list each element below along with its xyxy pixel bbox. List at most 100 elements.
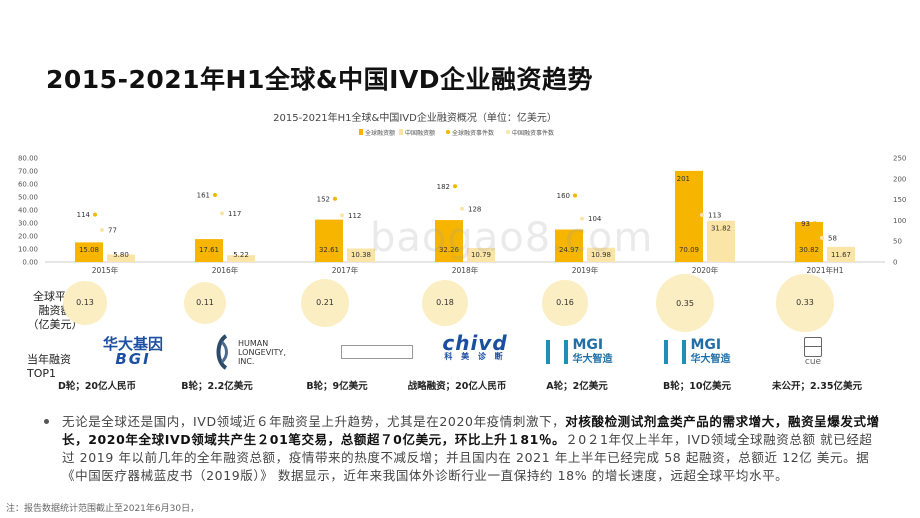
bullet-dot (44, 419, 49, 424)
legend-label: 全球融资额 (365, 129, 395, 137)
bar-global-amount (195, 239, 223, 262)
avg-circle: 0.21 (300, 278, 350, 328)
mgi-icon (545, 340, 568, 364)
bar-global-amount (75, 242, 103, 262)
company-logo-blank (332, 336, 422, 368)
point-label-global: 114 (77, 211, 91, 219)
legend-label: 全球融资事件数 (452, 129, 494, 137)
bar-label-global: 15.08 (79, 246, 99, 254)
top1-row-label: 当年融资 TOP1 (27, 353, 87, 381)
y-axis-left-tick: 60.00 (18, 181, 38, 189)
legend-swatch (506, 130, 510, 134)
legend-swatch (359, 129, 363, 135)
point-label-china: 77 (108, 226, 117, 234)
bar-label-global: 24.97 (559, 246, 579, 254)
chart-title: 2015-2021年H1全球&中国IVD企业融资概况（单位：亿美元） (273, 111, 557, 124)
point-global-events (693, 176, 697, 181)
x-axis-tick: 2018年 (452, 265, 479, 275)
point-china-events (220, 211, 224, 216)
x-axis-tick: 2017年 (332, 265, 359, 275)
point-china-events (820, 235, 824, 240)
y-axis-left-tick: 70.00 (18, 168, 38, 176)
point-china-events (340, 213, 344, 218)
bar-china-amount (347, 248, 375, 262)
bar-label-global: 32.26 (439, 246, 460, 254)
bar-label-global: 32.61 (319, 246, 339, 254)
avg-row-label-line: 融资额 (38, 304, 72, 317)
human-longevity-icon (216, 334, 228, 370)
company-logo-chivd: chivd 科 美 诊 断 (442, 331, 508, 361)
bar-label-china: 10.98 (591, 251, 611, 259)
summary-part3: ２0２1年仅上半年，IVD领域全球融资总额 就已经超过 2019 年以前几年的全… (62, 432, 873, 483)
bar-china-amount (827, 246, 855, 262)
point-china-events (580, 216, 584, 221)
bar-label-china: 5.22 (233, 251, 249, 259)
point-global-events (573, 193, 577, 198)
top1-deal: 未公开；2.35亿美元 (772, 381, 862, 392)
summary-paragraph: 无论是全球还是国内，IVD领域近６年融资呈上升趋势，尤其是在2020年疫情刺激下… (62, 413, 882, 485)
x-axis-tick: 2020年 (692, 265, 719, 275)
point-label-global: 152 (317, 195, 330, 203)
avg-circle: 0.33 (776, 274, 834, 332)
avg-circle: 0.18 (421, 279, 469, 327)
company-logo-mgi: MGI 华大智造 (652, 336, 742, 368)
point-global-events (813, 221, 817, 226)
bar-china-amount (587, 247, 615, 262)
financing-chart: 2015-2021年H1全球&中国IVD企业融资概况（单位：亿美元） 全球融资额 中… (18, 111, 906, 275)
avg-circle: 0.13 (63, 281, 107, 325)
top1-row-label-line: 当年融资 (27, 353, 71, 366)
y-axis-left-tick: 30.00 (18, 220, 38, 228)
point-label-china: 117 (228, 210, 241, 218)
avg-circle: 0.35 (655, 273, 715, 333)
x-axis-tick: 2019年 (572, 265, 599, 275)
summary-part1: 无论是全球还是国内，IVD领域近６年融资呈上升趋势，尤其是在2020年疫情刺激下… (62, 414, 566, 429)
bar-global-amount (435, 220, 463, 262)
y-axis-left-tick: 50.00 (18, 194, 38, 202)
point-label-china: 112 (348, 212, 361, 220)
bar-global-amount (555, 229, 583, 262)
watermark: baogao8.com (370, 215, 654, 261)
bar-label-china: 5.80 (113, 251, 129, 259)
bar-china-amount (107, 254, 135, 262)
x-axis-tick: 2015年 (92, 265, 119, 275)
x-axis-tick: 2016年 (212, 265, 239, 275)
point-china-events (700, 212, 704, 217)
bar-label-global: 17.61 (199, 246, 219, 254)
y-axis-left-tick: 40.00 (18, 207, 38, 215)
top1-deal: 战略融资；20亿人民币 (407, 381, 507, 392)
bar-china-amount (227, 255, 255, 262)
point-global-events (333, 196, 337, 201)
top1-row-label-line: TOP1 (27, 367, 57, 380)
bar-label-global: 70.09 (679, 246, 699, 254)
legend-swatch (399, 129, 403, 135)
point-label-global: 182 (437, 183, 450, 191)
point-label-china: 128 (468, 205, 481, 213)
company-logo-human-longevity: HUMAN LONGEVITY, INC. (212, 334, 302, 370)
point-china-events (460, 206, 464, 211)
bar-global-amount (795, 221, 823, 262)
top1-deal: A轮；2亿美元 (546, 381, 608, 392)
footnote: 注：报告数据统计范围截止至2021年6月30日， (6, 504, 200, 514)
cue-icon (804, 337, 822, 357)
point-label-china: 58 (828, 234, 837, 242)
mgi-icon (663, 340, 686, 364)
point-label-china: 104 (588, 215, 602, 223)
bar-label-china: 10.79 (471, 251, 491, 259)
point-global-events (453, 184, 457, 189)
point-label-global: 161 (197, 192, 210, 200)
top1-deal: B轮；10亿美元 (663, 381, 731, 392)
y-axis-left-tick: 80.00 (18, 155, 38, 163)
y-axis-right-tick: 200 (893, 175, 906, 183)
y-axis-left-tick: 20.00 (18, 233, 38, 241)
y-axis-left-tick: 0.00 (22, 259, 38, 267)
top1-deal: D轮；20亿人民币 (57, 381, 137, 392)
bar-china-amount (467, 247, 495, 262)
bar-label-china: 11.67 (831, 251, 851, 259)
legend-label: 中国融资事件数 (512, 129, 554, 137)
top1-deal: B轮；9亿美元 (306, 381, 368, 392)
legend-label: 中国融资额 (405, 129, 435, 137)
point-global-events (93, 212, 97, 217)
summary-part2: 对核酸检测试剂盒类产品的需求增大，融资呈爆发式增长，2020年全球IVD领域共产… (62, 414, 880, 447)
bar-label-china: 31.82 (711, 225, 731, 233)
x-axis-tick: 2021年H1 (807, 265, 844, 275)
